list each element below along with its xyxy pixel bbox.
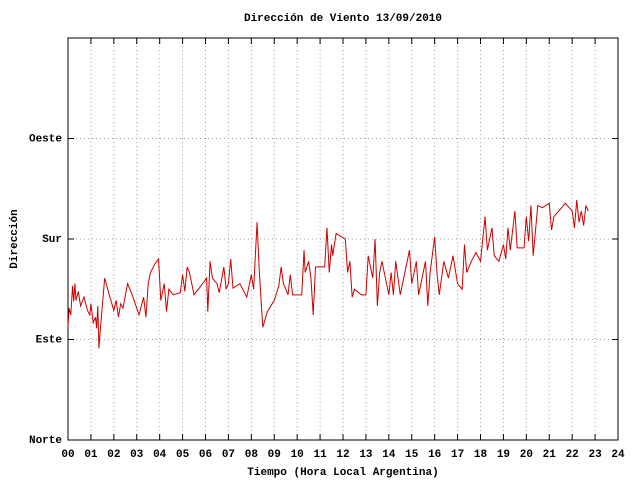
y-tick-label: Oeste [29, 133, 62, 145]
x-tick-label: 24 [611, 449, 625, 461]
x-tick-label: 18 [474, 449, 488, 461]
x-tick-label: 10 [291, 449, 304, 461]
x-axis-label: Tiempo (Hora Local Argentina) [247, 467, 438, 479]
x-tick-label: 07 [222, 449, 235, 461]
x-tick-label: 16 [428, 449, 441, 461]
x-tick-label: 22 [566, 449, 579, 461]
x-tick-label: 03 [130, 449, 144, 461]
x-tick-label: 19 [497, 449, 510, 461]
data-line [67, 199, 589, 349]
x-tick-label: 14 [382, 449, 396, 461]
x-tick-label: 09 [268, 449, 281, 461]
x-tick-label: 02 [107, 449, 120, 461]
x-tick-label: 06 [199, 449, 212, 461]
y-tick-label: Norte [29, 435, 62, 447]
x-tick-label: 17 [451, 449, 464, 461]
x-tick-label: 11 [313, 449, 327, 461]
y-tick-label: Sur [42, 234, 62, 246]
y-tick-label: Este [36, 334, 63, 346]
x-tick-label: 23 [588, 449, 602, 461]
x-tick-label: 21 [543, 449, 557, 461]
chart-title: Dirección de Viento 13/09/2010 [244, 13, 442, 25]
x-tick-label: 13 [359, 449, 373, 461]
x-tick-label: 05 [176, 449, 190, 461]
x-tick-label: 00 [61, 449, 74, 461]
x-tick-label: 15 [405, 449, 419, 461]
y-axis-label: Dirección [9, 209, 21, 268]
x-tick-label: 12 [336, 449, 349, 461]
x-tick-label: 20 [520, 449, 533, 461]
x-tick-label: 04 [153, 449, 167, 461]
plot-border [67, 37, 619, 441]
x-tick-label: 08 [245, 449, 259, 461]
x-tick-label: 01 [84, 449, 98, 461]
